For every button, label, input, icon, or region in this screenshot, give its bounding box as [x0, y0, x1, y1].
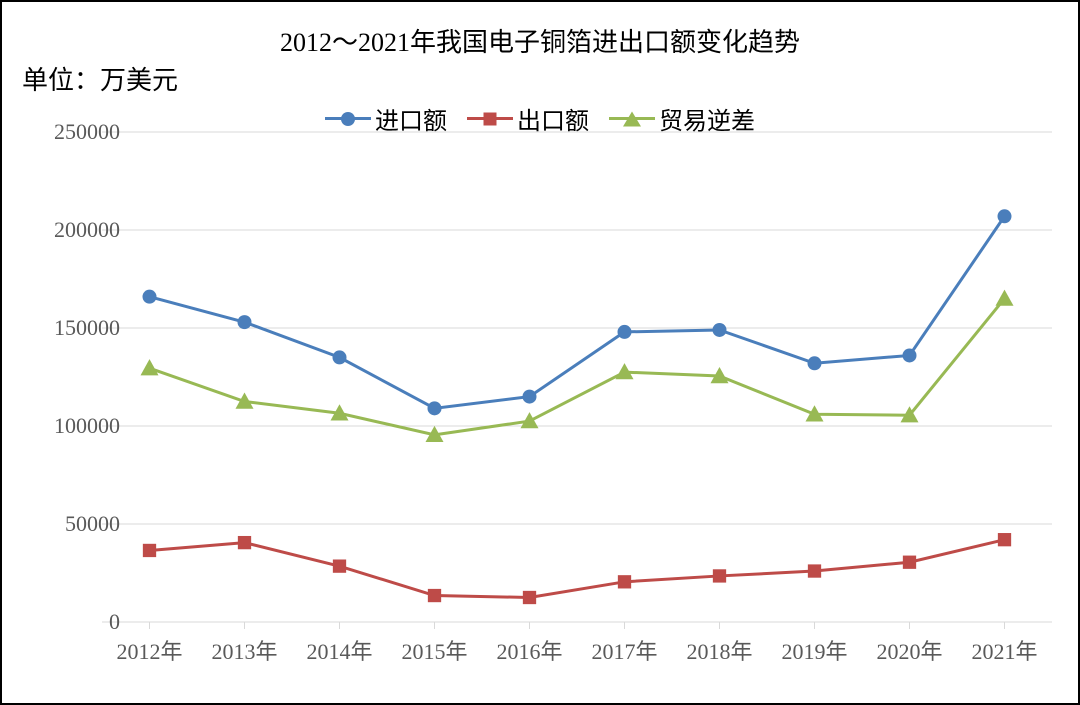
y-tick-label: 0 [109, 609, 120, 635]
legend: 进口额 出口额 贸易逆差 [2, 100, 1078, 136]
x-tick-label: 2015年 [401, 634, 467, 666]
plot-area [102, 132, 1052, 622]
x-tick-label: 2012年 [116, 634, 182, 666]
x-tick-label: 2020年 [876, 634, 942, 666]
marker-出口额-4 [523, 591, 536, 604]
marker-出口额-5 [618, 575, 631, 588]
series-line-进口额 [150, 216, 1005, 408]
marker-进口额-1 [238, 315, 252, 329]
y-tick-label: 250000 [54, 119, 120, 145]
x-tick-label: 2019年 [781, 634, 847, 666]
y-tick-label: 150000 [54, 315, 120, 341]
legend-item-进口额: 进口额 [325, 101, 447, 136]
y-tick-label: 200000 [54, 217, 120, 243]
marker-进口额-4 [523, 390, 537, 404]
marker-出口额-3 [428, 589, 441, 602]
chart-svg [102, 132, 1052, 622]
marker-出口额-2 [333, 559, 346, 572]
marker-进口额-2 [333, 350, 347, 364]
x-tick-label: 2018年 [686, 634, 752, 666]
marker-贸易逆差-4 [521, 412, 539, 428]
legend-item-贸易逆差: 贸易逆差 [609, 101, 755, 136]
chart-title: 2012～2021年我国电子铜箔进出口额变化趋势 [2, 22, 1078, 59]
legend-marker-icon [341, 112, 355, 126]
marker-贸易逆差-9 [996, 290, 1014, 306]
legend-line-icon [325, 117, 371, 120]
marker-进口额-7 [808, 356, 822, 370]
marker-出口额-1 [238, 536, 251, 549]
y-tick-label: 50000 [65, 511, 120, 537]
legend-label: 出口额 [517, 101, 589, 136]
marker-进口额-6 [713, 323, 727, 337]
marker-出口额-7 [808, 564, 821, 577]
marker-出口额-0 [143, 544, 156, 557]
legend-line-icon [467, 117, 513, 120]
marker-出口额-8 [903, 556, 916, 569]
chart-frame: 2012～2021年我国电子铜箔进出口额变化趋势 单位：万美元 进口额 出口额 贸易… [0, 0, 1080, 705]
legend-label: 进口额 [375, 101, 447, 136]
marker-进口额-0 [143, 290, 157, 304]
x-tick-label: 2017年 [591, 634, 657, 666]
legend-line-icon [609, 117, 655, 120]
x-tick-label: 2021年 [971, 634, 1037, 666]
legend-marker-icon [623, 111, 641, 126]
marker-贸易逆差-0 [141, 359, 159, 375]
x-tick-label: 2014年 [306, 634, 372, 666]
series-line-出口额 [150, 540, 1005, 598]
marker-进口额-5 [618, 325, 632, 339]
legend-marker-icon [484, 112, 497, 125]
x-tick-label: 2016年 [496, 634, 562, 666]
marker-进口额-3 [428, 401, 442, 415]
y-tick-label: 100000 [54, 413, 120, 439]
marker-进口额-8 [903, 348, 917, 362]
x-tick-label: 2013年 [211, 634, 277, 666]
marker-出口额-6 [713, 569, 726, 582]
marker-进口额-9 [998, 209, 1012, 223]
unit-label: 单位：万美元 [22, 60, 178, 97]
legend-item-出口额: 出口额 [467, 101, 589, 136]
marker-出口额-9 [998, 533, 1011, 546]
legend-label: 贸易逆差 [659, 101, 755, 136]
series-line-贸易逆差 [150, 299, 1005, 435]
